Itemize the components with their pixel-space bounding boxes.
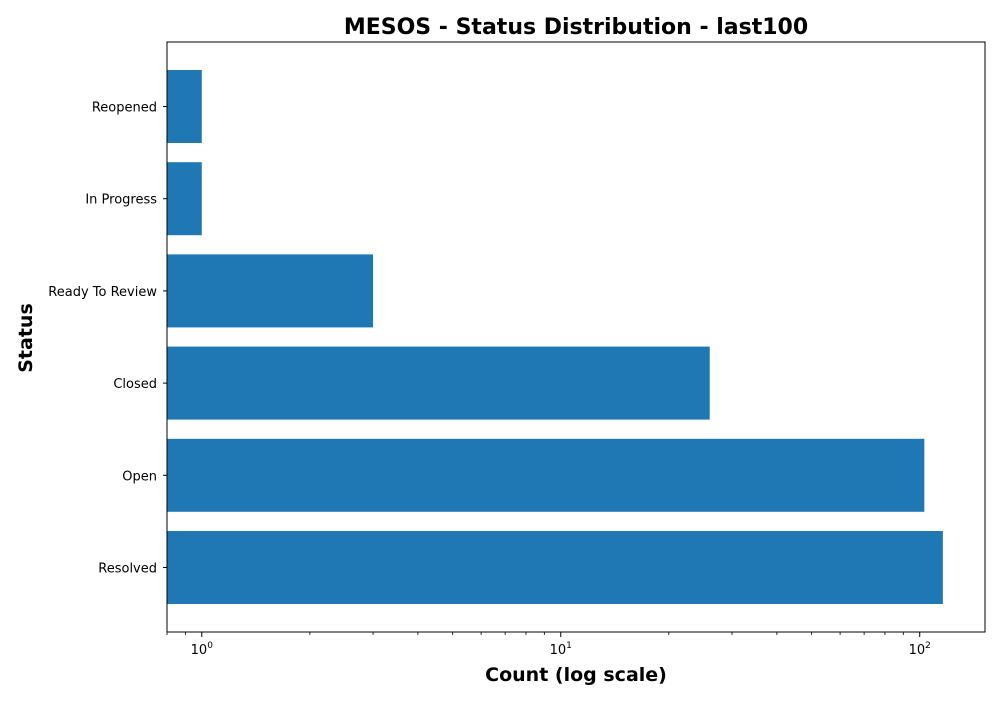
bars-layer [167, 70, 943, 604]
chart-title: MESOS - Status Distribution - last100 [344, 15, 808, 40]
y-axis-label: Status [15, 303, 37, 373]
y-tick-label: Resolved [98, 562, 157, 577]
bar-in-progress [167, 162, 202, 236]
x-tick-label: 100 [191, 641, 214, 658]
bar-reopened [167, 70, 202, 143]
x-axis-label: Count (log scale) [485, 664, 667, 686]
bar-open [167, 438, 925, 512]
y-tick-label: Reopened [92, 101, 157, 116]
y-tick-label: Closed [113, 377, 157, 392]
x-tick-label: 101 [550, 641, 572, 658]
y-tick-label: Open [122, 469, 157, 484]
bar-resolved [167, 531, 943, 604]
y-tick-label: Ready To Review [48, 285, 157, 300]
y-tick-label: In Progress [85, 193, 157, 208]
x-tick-label: 102 [909, 641, 931, 658]
ticks-layer: Resolved Open Closed Ready To Review In Prog… [48, 101, 931, 659]
plot-frame [166, 41, 986, 633]
bar-closed [167, 346, 710, 420]
bar-ready-to-review [167, 254, 374, 328]
